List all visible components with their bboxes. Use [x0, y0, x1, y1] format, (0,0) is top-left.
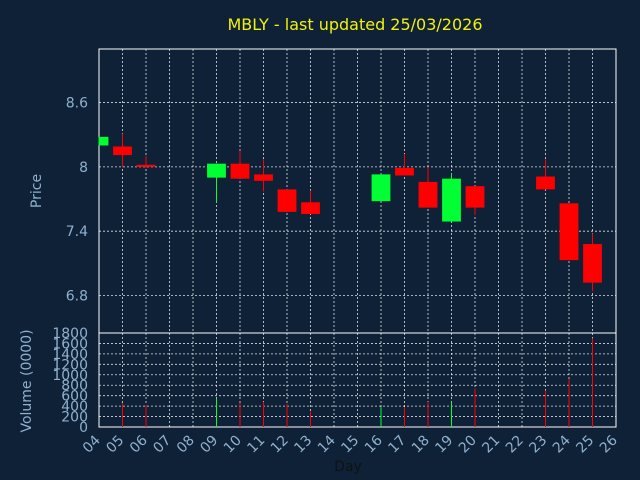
x-tick-label: 23 [526, 433, 550, 457]
volume-panel [98, 332, 617, 428]
x-tick-label: 26 [597, 432, 621, 456]
candle-body [254, 174, 273, 181]
x-tick-label: 16 [362, 432, 386, 456]
x-tick-label: 17 [385, 433, 409, 457]
candle-body [418, 181, 438, 208]
volume-tick-label: 1000 [52, 368, 88, 384]
volume-tick-label: 800 [61, 378, 88, 394]
candle-body [442, 178, 461, 222]
candle-body [207, 163, 226, 178]
candles-layer [98, 133, 602, 292]
candle-body [113, 146, 132, 156]
candle-body [230, 163, 250, 179]
x-tick-label: 06 [127, 432, 151, 456]
x-tick-label: 18 [409, 433, 433, 457]
price-tick-label: 7.4 [66, 224, 88, 240]
x-tick-label: 15 [338, 433, 362, 457]
volume-tick-label: 1800 [52, 326, 88, 342]
x-tick-label: 08 [174, 433, 198, 457]
volume-tick-label: 1400 [52, 347, 88, 363]
x-tick-label: 24 [550, 432, 574, 456]
x-tick-label: 19 [432, 433, 456, 457]
x-tick-label: 22 [503, 433, 527, 457]
volume-bars-layer [122, 338, 593, 427]
candle-body [395, 167, 414, 176]
candle-body [371, 174, 391, 202]
volume-tick-label: 1600 [52, 336, 88, 352]
volume-tick-label: 400 [61, 399, 88, 415]
price-tick-label: 6.8 [66, 288, 88, 304]
candle-body [99, 136, 109, 146]
x-tick-label: 12 [268, 433, 292, 457]
x-tick-label: 14 [315, 432, 339, 456]
x-tick-label: 09 [197, 433, 221, 457]
price-axis-label: Price [29, 174, 45, 208]
chart-title: MBLY - last updated 25/03/2026 [227, 15, 482, 34]
x-tick-labels: 04 05 06 07 08 09 10 11 12 13 14 15 16 17 18 19 20 21 22 23… [80, 432, 621, 456]
volume-tick-label: 600 [61, 389, 88, 405]
x-tick-label: 13 [291, 433, 315, 457]
price-tick-labels: 8.6 8 7.4 6.8 [66, 96, 88, 305]
volume-tick-label: 0 [79, 420, 88, 436]
x-tick-label: 04 [80, 432, 104, 456]
candle-body [583, 244, 602, 283]
x-tick-label: 20 [456, 433, 480, 457]
x-tick-label: 21 [479, 433, 503, 457]
price-tick-label: 8 [79, 160, 88, 176]
price-tick-label: 8.6 [66, 96, 88, 112]
x-axis-label: Day [334, 459, 362, 475]
candle-body [301, 202, 320, 215]
x-tick-label: 05 [103, 433, 127, 457]
x-tick-label: 25 [573, 433, 597, 457]
x-tick-label: 07 [150, 433, 174, 457]
candle-body [277, 189, 297, 212]
x-tick-label: 10 [221, 433, 245, 457]
volume-axis-label: Volume (0000) [19, 329, 35, 432]
volume-tick-label: 1200 [52, 357, 88, 373]
candle-body [136, 164, 156, 167]
x-tick-label: 11 [244, 433, 268, 457]
candle-body [465, 186, 485, 208]
candle-body [559, 203, 579, 261]
candle-body [536, 176, 555, 190]
volume-tick-label: 200 [61, 410, 88, 426]
